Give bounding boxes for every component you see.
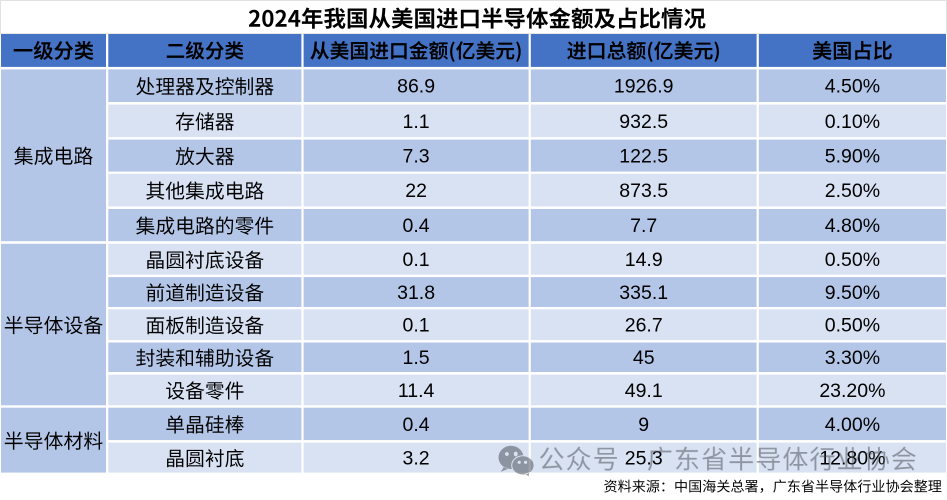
svg-text:1.1: 1.1 (403, 111, 430, 133)
svg-text:9.50%: 9.50% (825, 282, 880, 304)
svg-text:22: 22 (405, 180, 427, 202)
svg-text:1926.9: 1926.9 (614, 76, 674, 98)
svg-text:9: 9 (638, 414, 649, 436)
svg-text:0.10%: 0.10% (825, 111, 880, 133)
svg-text:7.3: 7.3 (403, 146, 430, 168)
svg-text:335.1: 335.1 (619, 282, 668, 304)
svg-text:4.80%: 4.80% (825, 215, 880, 237)
svg-text:873.5: 873.5 (619, 180, 668, 202)
svg-text:23.20%: 23.20% (819, 380, 885, 402)
svg-text:1.5: 1.5 (403, 347, 430, 369)
svg-text:3.2: 3.2 (403, 448, 430, 470)
svg-text:3.30%: 3.30% (825, 347, 880, 369)
svg-text:0.50%: 0.50% (825, 315, 880, 337)
svg-text:0.1: 0.1 (403, 315, 430, 337)
svg-text:49.1: 49.1 (625, 380, 663, 402)
svg-text:31.8: 31.8 (397, 282, 435, 304)
svg-text:122.5: 122.5 (619, 146, 668, 168)
svg-text:2.50%: 2.50% (825, 180, 880, 202)
svg-text:45: 45 (633, 347, 655, 369)
svg-text:0.50%: 0.50% (825, 249, 880, 271)
svg-text:5.90%: 5.90% (825, 146, 880, 168)
svg-text:0.4: 0.4 (403, 215, 430, 237)
svg-text:7.7: 7.7 (630, 215, 657, 237)
svg-text:11.4: 11.4 (398, 380, 435, 402)
svg-text:0.1: 0.1 (403, 249, 430, 271)
svg-text:26.7: 26.7 (625, 315, 663, 337)
svg-text:25.3: 25.3 (625, 448, 663, 470)
svg-text:4.50%: 4.50% (825, 76, 880, 98)
svg-text:932.5: 932.5 (619, 111, 668, 133)
svg-text:4.00%: 4.00% (825, 414, 880, 436)
svg-text:0.4: 0.4 (403, 414, 430, 436)
svg-text:14.9: 14.9 (625, 249, 663, 271)
svg-text:86.9: 86.9 (397, 76, 435, 98)
